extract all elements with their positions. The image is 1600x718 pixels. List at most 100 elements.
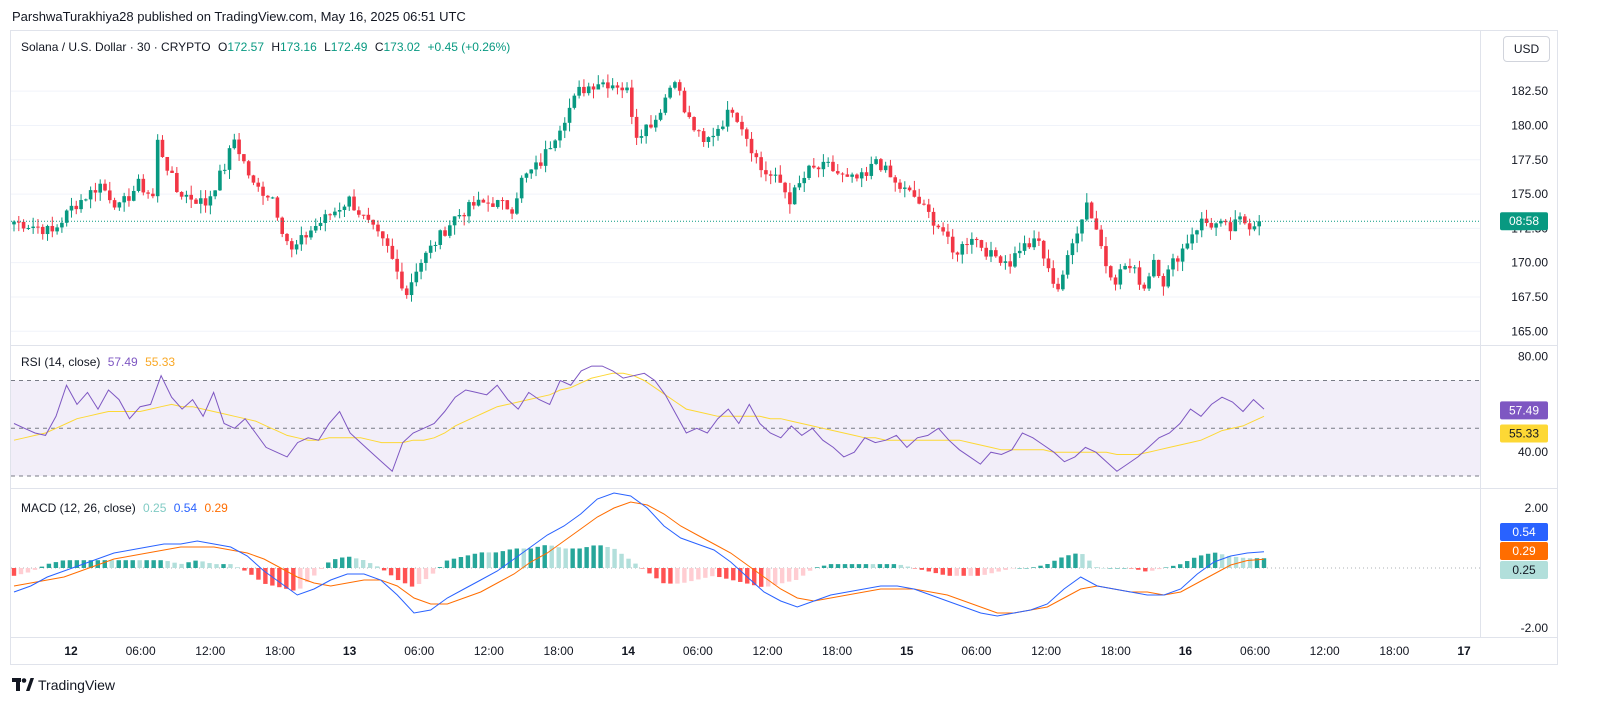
price-tick-label: 175.00 (1511, 187, 1548, 201)
candle-body (136, 178, 141, 191)
candle-body (1027, 243, 1032, 248)
macd-hist-bar (752, 568, 757, 586)
candle-body (380, 231, 385, 239)
macd-label[interactable]: MACD (12, 26, close) (21, 501, 136, 515)
time-tick-label: 17 (1457, 644, 1471, 658)
time-tick-label: 12:00 (195, 644, 225, 658)
macd-hist-bar (996, 568, 1001, 572)
candle-body (797, 183, 802, 188)
candle-body (21, 221, 26, 229)
macd-hist-bar (388, 568, 394, 576)
candle-body (1166, 269, 1171, 287)
candle-body (40, 226, 45, 235)
macd-hist-bar (619, 553, 624, 568)
candle-body (998, 256, 1003, 263)
candle-body (385, 238, 390, 246)
candle-body (428, 245, 433, 253)
candle-body (706, 137, 711, 142)
candle-body (237, 139, 241, 155)
rsi-ma-line (13, 372, 1265, 455)
macd-hist-bar (409, 568, 415, 587)
macd-hist-bar (1164, 567, 1169, 568)
candle-body (1046, 258, 1051, 269)
macd-hist-bar (11, 568, 17, 576)
candle-body (936, 225, 941, 228)
candle-body (1075, 233, 1080, 244)
macd-value-badge (1500, 523, 1548, 541)
macd-hist-bar (724, 568, 729, 579)
macd-hist-bar (1031, 567, 1036, 568)
candle-body (912, 190, 917, 197)
macd-hist-bar (675, 568, 680, 584)
candle-body (1089, 202, 1094, 219)
macd-hist-bar (402, 568, 408, 584)
macd-hist-bar (863, 564, 869, 568)
macd-hist-bar (1094, 567, 1099, 568)
macd-hist-bar (898, 564, 904, 568)
candle-body (476, 199, 481, 206)
candle-body (1128, 265, 1132, 269)
candles (12, 74, 1262, 302)
symbol-label[interactable]: Solana / U.S. Dollar · 30 · CRYPTO (21, 40, 211, 54)
macd-hist-bar (954, 568, 959, 576)
candle-body (979, 240, 984, 248)
macd-hist-bar (717, 568, 722, 578)
time-tick-label: 12:00 (474, 644, 504, 658)
time-tick-label: 12:00 (1310, 644, 1340, 658)
macd-hist-bar (123, 560, 128, 568)
candle-body (1108, 266, 1113, 278)
candle-body (500, 200, 505, 202)
macd-hist-bar (633, 563, 638, 568)
macd-hist-bar (228, 564, 233, 568)
candle-body (1132, 267, 1137, 269)
tradingview-logo[interactable]: TradingView (12, 677, 115, 693)
candle-body (74, 205, 79, 210)
candle-body (1152, 259, 1156, 277)
macd-hist-bar (340, 557, 345, 568)
candle-body (1051, 268, 1056, 284)
brand-name: TradingView (38, 677, 116, 693)
candle-body (198, 198, 203, 204)
macd-hist-bar (800, 568, 806, 576)
candle-body (869, 163, 874, 176)
candle-body (1228, 222, 1233, 232)
macd-hist-bar (326, 562, 331, 568)
macd-signal-line (13, 501, 1265, 614)
macd-hist-bar (360, 560, 366, 568)
candle-body (749, 138, 754, 154)
candle-body (788, 192, 792, 205)
candle-body (318, 222, 323, 227)
candle-body (974, 238, 979, 241)
countdown-label: 08:58 (1509, 214, 1539, 228)
rsi-label[interactable]: RSI (14, close) (21, 355, 101, 369)
candle-body (1252, 226, 1257, 230)
tradingview-logo-icon (12, 678, 34, 691)
macd-hist-bar (214, 564, 219, 568)
macd-hist-bar (88, 560, 94, 568)
macd-hist-bar (186, 562, 191, 568)
macd-hist-bar (772, 568, 778, 585)
candle-body (155, 139, 160, 197)
macd-hist-bar (1024, 568, 1029, 569)
candle-body (510, 209, 514, 214)
candle-body (371, 219, 375, 225)
currency-button[interactable]: USD (1503, 36, 1550, 62)
candle-body (347, 196, 352, 207)
candle-body (227, 148, 232, 170)
candle-body (534, 162, 538, 170)
change-value: +0.45 (+0.26%) (427, 40, 511, 54)
candle-body (1223, 220, 1228, 223)
macd-hist-bar (1198, 555, 1204, 568)
macd-hist-bar (249, 568, 254, 575)
candle-body (879, 159, 883, 171)
candle-body (864, 172, 869, 176)
candle-body (1104, 246, 1108, 267)
candle-body (203, 198, 208, 206)
candle-body (826, 161, 830, 163)
candle-body (342, 206, 347, 211)
candle-body (1003, 261, 1008, 263)
candle-body (457, 215, 462, 217)
macd-hist-bar (759, 568, 764, 587)
candle-body (361, 214, 366, 216)
